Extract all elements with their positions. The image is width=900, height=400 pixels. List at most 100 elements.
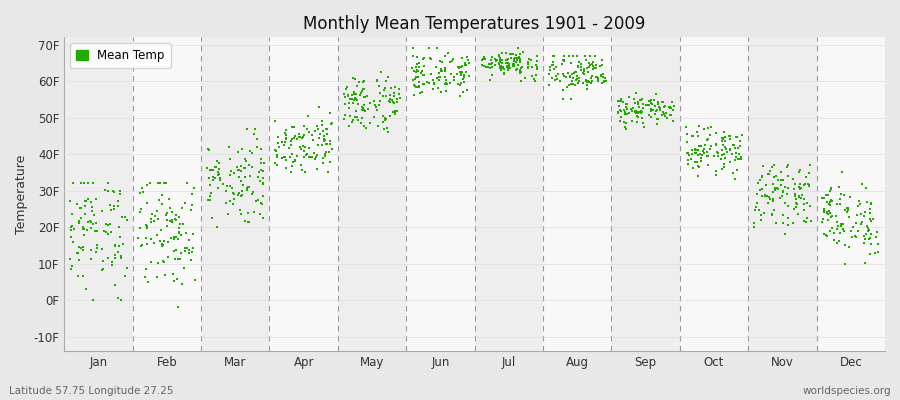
Point [851,202,866,209]
Point [500,63,515,70]
Point [765,211,779,217]
Bar [338,37,406,351]
Point [179,230,194,236]
Point [529,52,544,59]
Point [824,199,838,205]
Point [85,204,99,210]
Point [438,80,453,86]
Point [176,221,191,227]
Point [234,163,248,169]
Point [854,211,868,218]
Point [862,234,877,241]
Point [817,231,832,237]
Point [850,234,864,240]
Point [709,142,724,148]
Point [302,144,317,151]
Bar [269,37,338,351]
Bar [201,37,269,351]
Point [295,167,310,174]
Point [761,194,776,200]
Point [729,134,743,140]
Point [439,76,454,83]
Point [797,180,812,187]
Point [108,243,122,249]
Point [579,77,593,83]
Point [579,78,593,84]
Point [642,102,656,108]
Point [556,52,571,59]
Point [529,64,544,70]
Point [803,203,817,209]
Point [310,123,324,129]
Point [663,112,678,118]
Point [651,99,665,105]
Point [802,170,816,176]
Point [254,156,268,162]
Point [80,196,94,202]
Point [112,224,126,230]
Point [439,87,454,94]
Bar [64,37,132,351]
Point [205,167,220,173]
Point [649,90,663,97]
Point [565,78,580,84]
Point [646,107,661,113]
Point [282,145,296,151]
Point [759,193,773,200]
Point [183,246,197,253]
Point [793,186,807,193]
Point [775,193,789,199]
Point [167,236,182,242]
Point [632,104,646,110]
Point [459,69,473,76]
Point [391,99,405,106]
Point [796,182,811,188]
Point [241,184,256,190]
Point [597,78,611,85]
Legend: Mean Temp: Mean Temp [70,43,171,68]
Point [252,169,266,175]
Point [708,172,723,179]
Point [346,97,361,104]
Point [492,63,507,69]
Point [388,111,402,117]
Point [849,220,863,227]
Point [220,183,235,189]
Point [528,62,543,68]
Point [693,155,707,161]
Point [409,64,423,70]
Point [342,104,356,111]
Point [734,154,748,160]
Point [310,126,325,132]
Point [614,98,628,104]
Point [770,186,785,192]
Point [617,108,632,115]
Point [762,196,777,202]
Point [840,209,854,215]
Point [622,110,636,116]
Point [242,162,256,168]
Point [243,148,257,155]
Point [598,78,613,84]
Point [372,102,386,108]
Point [459,62,473,68]
Point [86,212,101,219]
Point [770,184,784,191]
Point [357,101,372,108]
Point [576,80,590,86]
Point [417,55,431,62]
Point [750,200,764,206]
Point [155,240,169,247]
Point [651,101,665,107]
Point [104,228,119,235]
Point [574,64,589,70]
Point [348,108,363,114]
Point [165,217,179,224]
Point [351,101,365,107]
Point [254,166,268,173]
Point [508,55,522,61]
Point [697,146,711,152]
Point [206,177,220,184]
Point [491,60,506,67]
Point [135,185,149,191]
